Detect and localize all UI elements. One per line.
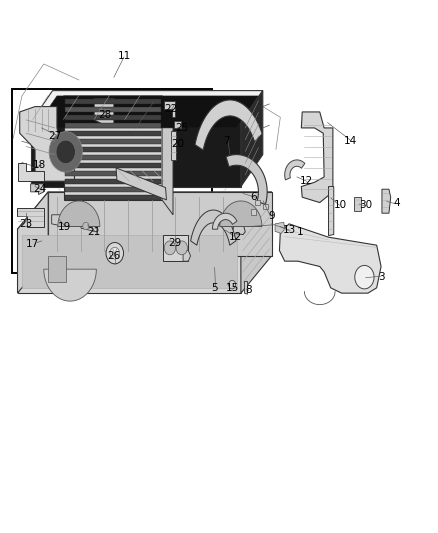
Text: 24: 24 — [33, 184, 46, 194]
Polygon shape — [279, 224, 381, 293]
Polygon shape — [328, 187, 334, 236]
Polygon shape — [58, 201, 100, 227]
Polygon shape — [382, 189, 391, 213]
Polygon shape — [162, 96, 173, 215]
Polygon shape — [174, 121, 181, 128]
Circle shape — [110, 247, 120, 259]
Polygon shape — [171, 131, 176, 160]
Text: 8: 8 — [245, 286, 252, 295]
Polygon shape — [65, 147, 161, 152]
Text: 7: 7 — [223, 136, 230, 146]
Polygon shape — [65, 115, 161, 120]
Polygon shape — [251, 209, 256, 215]
Polygon shape — [65, 139, 161, 144]
Circle shape — [83, 222, 89, 230]
Polygon shape — [191, 210, 236, 245]
Text: 25: 25 — [175, 123, 188, 133]
Polygon shape — [64, 96, 162, 200]
Polygon shape — [31, 184, 44, 195]
Text: 13: 13 — [283, 225, 296, 235]
Polygon shape — [116, 168, 166, 200]
Polygon shape — [244, 281, 247, 294]
Polygon shape — [64, 96, 173, 111]
Circle shape — [56, 140, 75, 164]
Text: 11: 11 — [118, 51, 131, 61]
Polygon shape — [354, 197, 361, 211]
Polygon shape — [65, 99, 161, 104]
Polygon shape — [17, 208, 44, 227]
Polygon shape — [44, 269, 96, 301]
Text: 12: 12 — [300, 176, 313, 186]
Polygon shape — [275, 222, 285, 233]
Text: 9: 9 — [268, 211, 275, 221]
Text: 30: 30 — [359, 200, 372, 210]
Polygon shape — [65, 131, 161, 136]
Polygon shape — [163, 235, 188, 261]
Polygon shape — [48, 256, 66, 282]
Circle shape — [229, 280, 236, 289]
Polygon shape — [65, 195, 161, 200]
Text: 23: 23 — [20, 219, 33, 229]
Text: 17: 17 — [26, 239, 39, 248]
Text: 27: 27 — [48, 131, 61, 141]
Polygon shape — [48, 192, 272, 256]
Polygon shape — [65, 107, 161, 112]
Polygon shape — [183, 251, 191, 261]
Polygon shape — [285, 160, 305, 180]
Polygon shape — [31, 91, 263, 123]
Polygon shape — [65, 171, 161, 176]
Polygon shape — [263, 204, 268, 209]
Circle shape — [355, 265, 374, 289]
Polygon shape — [164, 101, 175, 117]
Polygon shape — [52, 215, 68, 227]
Text: 29: 29 — [169, 238, 182, 247]
Polygon shape — [241, 192, 272, 293]
Text: 6: 6 — [251, 192, 258, 202]
Text: 4: 4 — [393, 198, 400, 207]
Polygon shape — [232, 223, 245, 235]
Polygon shape — [35, 96, 258, 128]
Polygon shape — [65, 155, 161, 160]
Circle shape — [49, 132, 82, 172]
Polygon shape — [94, 99, 114, 125]
Circle shape — [164, 241, 176, 255]
Circle shape — [176, 241, 187, 255]
Polygon shape — [226, 155, 267, 205]
Polygon shape — [31, 123, 241, 187]
Text: 20: 20 — [171, 139, 184, 149]
Text: 26: 26 — [107, 251, 120, 261]
Text: 1: 1 — [297, 227, 304, 237]
Text: 15: 15 — [226, 283, 239, 293]
Polygon shape — [255, 200, 260, 205]
Polygon shape — [212, 213, 237, 229]
Text: 12: 12 — [229, 232, 242, 242]
Text: 19: 19 — [58, 222, 71, 231]
Polygon shape — [18, 229, 241, 293]
Polygon shape — [18, 192, 272, 229]
Polygon shape — [195, 100, 262, 150]
Text: 14: 14 — [344, 136, 357, 146]
Text: 22: 22 — [164, 104, 177, 114]
Polygon shape — [301, 112, 333, 203]
Text: 10: 10 — [334, 200, 347, 210]
Polygon shape — [241, 91, 263, 187]
Polygon shape — [18, 163, 44, 181]
Circle shape — [106, 243, 124, 264]
Text: 3: 3 — [378, 272, 385, 282]
Bar — [12, 89, 212, 273]
Polygon shape — [81, 220, 98, 232]
Polygon shape — [18, 192, 48, 293]
Polygon shape — [65, 187, 161, 192]
Polygon shape — [65, 123, 161, 128]
Text: 18: 18 — [33, 160, 46, 170]
Text: 28: 28 — [99, 110, 112, 119]
Polygon shape — [220, 201, 262, 227]
Text: 5: 5 — [211, 283, 218, 293]
Polygon shape — [65, 179, 161, 184]
Polygon shape — [20, 107, 74, 181]
Polygon shape — [65, 163, 161, 168]
Polygon shape — [22, 235, 237, 288]
Text: 21: 21 — [88, 227, 101, 237]
